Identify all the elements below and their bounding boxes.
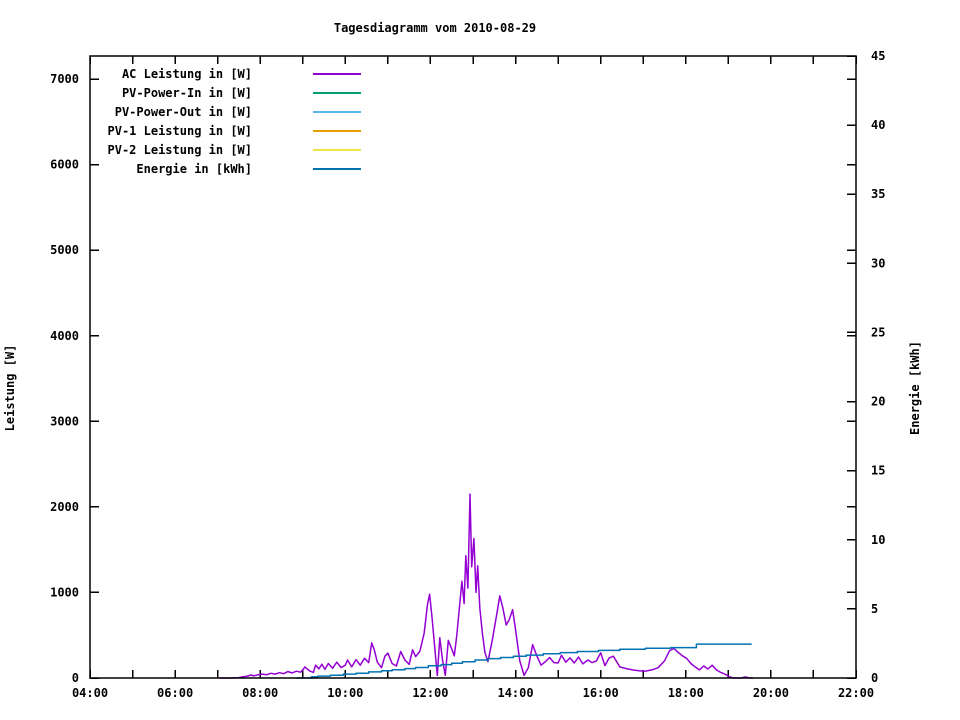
y-right-tick-label: 15 <box>871 464 885 478</box>
x-tick-label: 12:00 <box>412 686 448 700</box>
y-right-tick-label: 40 <box>871 118 885 132</box>
series-line-ac-leistung-in-w <box>219 493 753 679</box>
x-tick-label: 14:00 <box>497 686 533 700</box>
y-left-axis-label: Leistung [W] <box>3 345 17 432</box>
y-left-tick-label: 1000 <box>50 585 79 599</box>
y-left-tick-label: 7000 <box>50 72 79 86</box>
x-tick-label: 16:00 <box>583 686 619 700</box>
y-left-tick-label: 2000 <box>50 500 79 514</box>
x-tick-label: 22:00 <box>838 686 874 700</box>
x-tick-label: 20:00 <box>753 686 789 700</box>
y-right-tick-label: 45 <box>871 49 885 63</box>
x-tick-label: 08:00 <box>242 686 278 700</box>
data-series <box>219 493 753 679</box>
y-left-tick-label: 3000 <box>50 414 79 428</box>
axis-tick-labels: 04:00 06:00 08:00 10:00 12:00 14:00 16:00 18:00… <box>50 49 885 700</box>
legend-label: PV-Power-Out in [W] <box>115 105 252 119</box>
legend-label: PV-2 Leistung in [W] <box>108 143 253 157</box>
y-right-tick-label: 10 <box>871 533 885 547</box>
y-left-tick-label: 5000 <box>50 243 79 257</box>
plot-border <box>89 55 857 679</box>
y-right-axis-label: Energie [kWh] <box>908 341 922 435</box>
legend-label: PV-Power-In in [W] <box>122 86 252 100</box>
y-right-tick-label: 20 <box>871 395 885 409</box>
y-right-tick-label: 0 <box>871 671 878 685</box>
y-left-tick-label: 6000 <box>50 158 79 172</box>
y-right-tick-label: 35 <box>871 187 885 201</box>
chart-title: Tagesdiagramm vom 2010-08-29 <box>334 21 536 35</box>
x-tick-label: 18:00 <box>668 686 704 700</box>
legend-label: Energie in [kWh] <box>136 162 252 176</box>
y-right-tick-label: 5 <box>871 602 878 616</box>
x-tick-label: 10:00 <box>327 686 363 700</box>
x-tick-label: 04:00 <box>72 686 108 700</box>
y-left-tick-label: 4000 <box>50 329 79 343</box>
series-line-energie-in-kwh <box>296 643 752 679</box>
chart-legend: AC Leistung in [W] PV-Power-In in [W] PV-P… <box>108 67 361 176</box>
legend-label: AC Leistung in [W] <box>122 67 252 81</box>
y-right-tick-label: 30 <box>871 256 885 270</box>
legend-label: PV-1 Leistung in [W] <box>108 124 253 138</box>
x-tick-label: 06:00 <box>157 686 193 700</box>
y-right-tick-label: 25 <box>871 325 885 339</box>
y-left-tick-label: 0 <box>72 671 79 685</box>
